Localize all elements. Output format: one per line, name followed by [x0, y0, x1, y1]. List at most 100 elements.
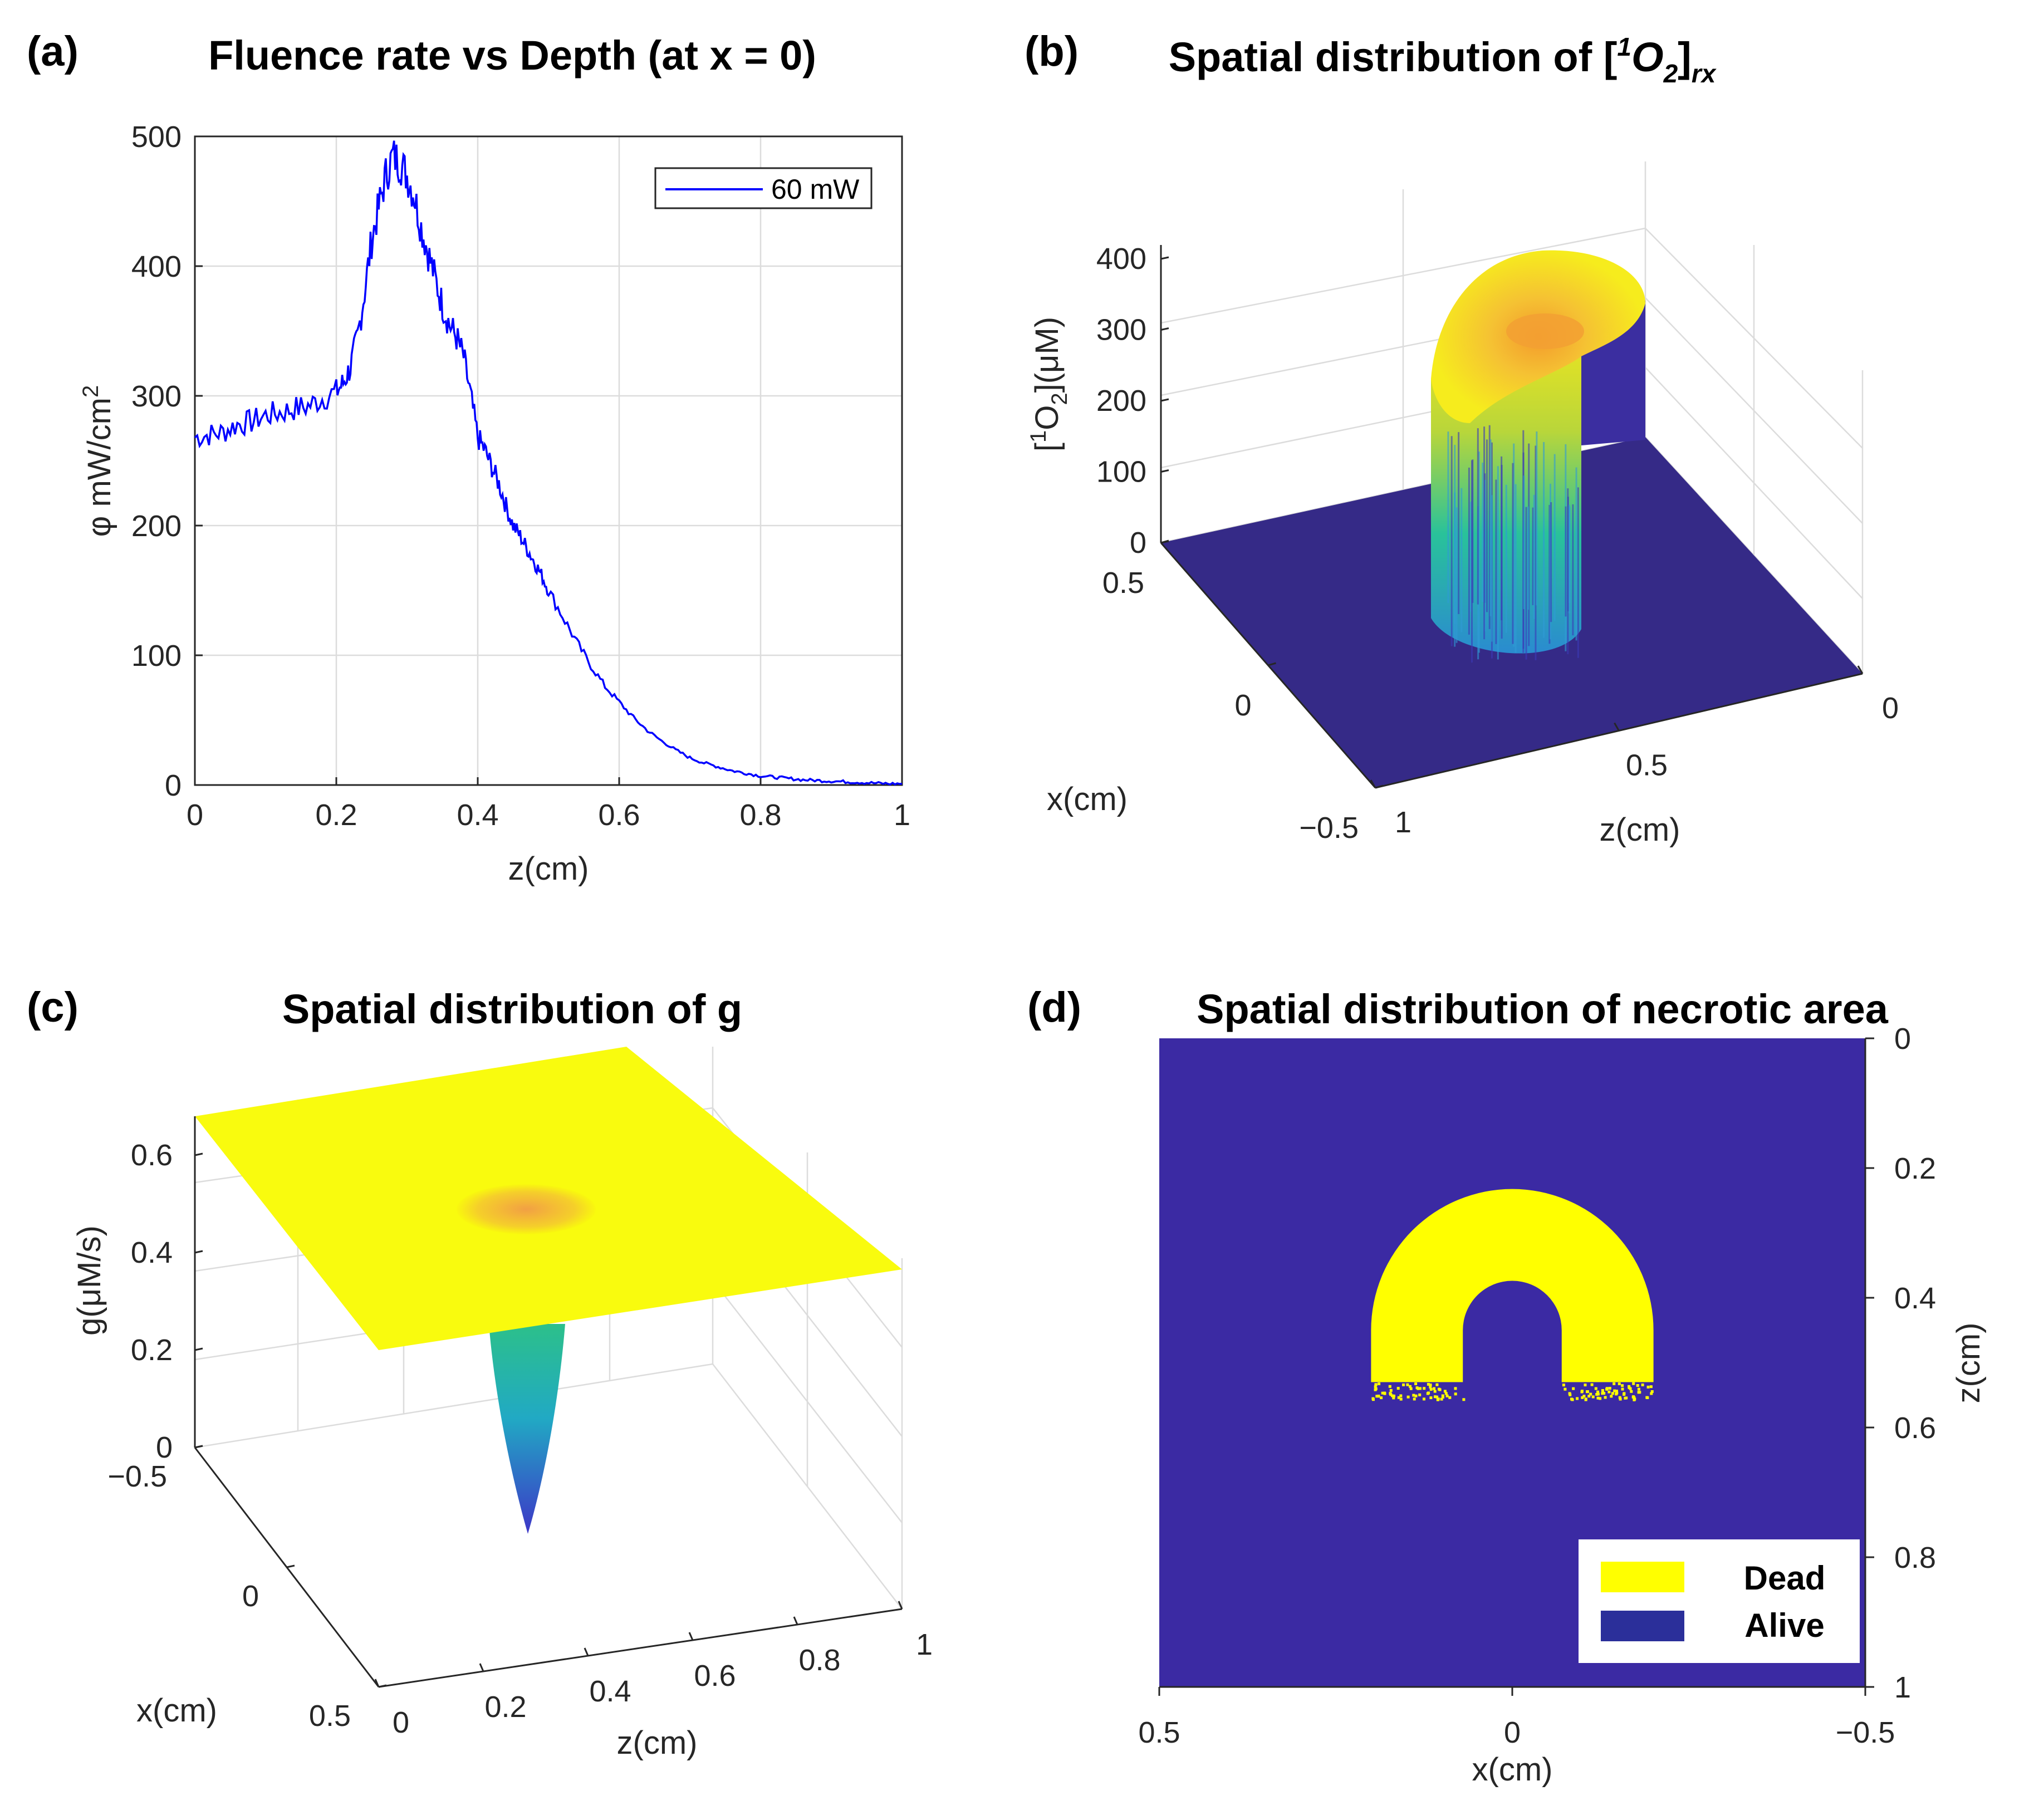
panel-c-y-tick-label-5: 1: [916, 1628, 933, 1661]
panel-d-y-tick-label-4: 0.8: [1894, 1541, 1936, 1574]
panel-b-z-tick-label-2: 200: [1096, 384, 1146, 418]
panel-d-speckle-70: [1621, 1384, 1624, 1387]
panel-d-speckle-18: [1596, 1390, 1600, 1394]
panel-b-label: (b): [1025, 28, 1079, 75]
panel-d-speckle-126: [1414, 1382, 1418, 1385]
panel-b-x-tick-label-0: 0.5: [1102, 566, 1144, 600]
panel-d-speckle-98: [1630, 1390, 1633, 1393]
panel-c-y-tick-mark-4: [793, 1616, 798, 1625]
panel-a-line-chart: (a) Fluence rate vs Depth (at x = 0) 0 0.…: [27, 28, 910, 887]
panel-d-speckle-106: [1372, 1398, 1375, 1401]
panel-c-y-tick-mark-1: [479, 1663, 484, 1672]
panel-d-speckle-96: [1601, 1389, 1604, 1392]
panel-c-y-tick-label-0: 0: [393, 1706, 409, 1739]
panel-a-y-ticks: 0 100 200 300 400 500: [131, 120, 203, 802]
panel-c-z-tick-label-1: 0.2: [131, 1333, 173, 1367]
panel-b-z-tick-mark-4: [1160, 256, 1169, 260]
panel-a-x-axis-label: z(cm): [508, 851, 589, 887]
panel-d-speckle-50: [1435, 1395, 1439, 1399]
panel-c-y-axis: [378, 1608, 903, 1688]
panel-a-x-tick-label-4: 0.8: [739, 798, 781, 832]
panel-b-y-tick-mark-1: [1614, 722, 1620, 732]
panel-a-x-tick-label-2: 0.4: [457, 798, 498, 832]
panel-d-speckle-86: [1629, 1387, 1632, 1390]
panel-d-speckle-135: [1646, 1385, 1650, 1389]
panel-d-speckle-108: [1417, 1387, 1420, 1390]
panel-c-z-tick-mark-2: [194, 1250, 203, 1254]
panel-d-speckle-31: [1412, 1394, 1415, 1397]
panel-c-x-tick-label-2: 0.5: [309, 1699, 351, 1733]
panel-b-z-tick-label-3: 300: [1096, 313, 1146, 347]
panel-d-speckle-55: [1610, 1395, 1613, 1398]
panel-d-y-ticks: 0 0.2 0.4 0.6 0.8 1: [1865, 1022, 1936, 1704]
panel-d-speckle-11: [1641, 1384, 1644, 1386]
panel-c-z-tick-mark-1: [194, 1347, 203, 1351]
panel-d-x-axis-label: x(cm): [1472, 1752, 1553, 1788]
panel-d-speckle-25: [1650, 1390, 1654, 1393]
panel-d-speckle-94: [1613, 1382, 1616, 1385]
panel-d-speckle-77: [1562, 1384, 1565, 1387]
panel-a-title: Fluence rate vs Depth (at x = 0): [208, 32, 816, 79]
panel-d-speckle-2: [1591, 1395, 1595, 1399]
panel-d-legend: Dead Alive: [1579, 1539, 1860, 1663]
panel-c-z-tick-label-2: 0.4: [131, 1236, 173, 1269]
panel-a-series-line-60mw: [194, 140, 903, 786]
panel-d-speckle-82: [1441, 1394, 1444, 1397]
panel-a-y-tick-label-1: 100: [131, 639, 182, 673]
panel-d-speckle-43: [1576, 1397, 1579, 1400]
panel-d-speckle-34: [1396, 1387, 1400, 1390]
panel-b-z-tick-mark-2: [1160, 398, 1169, 402]
panel-d-speckle-66: [1399, 1394, 1403, 1397]
panel-b-y-axis-label: z(cm): [1600, 812, 1680, 848]
panel-d-speckle-76: [1584, 1398, 1587, 1401]
panel-d-speckle-95: [1564, 1387, 1567, 1391]
panel-b-x-tick-label-1: 0: [1234, 689, 1251, 722]
panel-c-z-tick-label-0: 0: [156, 1431, 173, 1464]
panel-d-y-tick-label-3: 0.6: [1894, 1411, 1936, 1445]
panel-d-speckle-1: [1582, 1395, 1586, 1398]
panel-d-speckle-33: [1595, 1393, 1599, 1396]
panel-b-z-axis-label: [1O2](μM): [1026, 317, 1072, 452]
panel-d-speckle-51: [1391, 1394, 1394, 1397]
panel-d-speckle-100: [1637, 1391, 1640, 1394]
panel-c-y-axis-label: z(cm): [617, 1725, 698, 1761]
panel-d-speckle-73: [1413, 1397, 1416, 1401]
panel-d-speckle-40: [1596, 1392, 1600, 1396]
panel-b-x-tick-mark-0: [1160, 539, 1169, 544]
panel-a-x-tick-label-5: 1: [894, 798, 910, 832]
panel-d-speckle-69: [1590, 1383, 1594, 1386]
panel-c-z-tick-label-3: 0.6: [131, 1139, 173, 1172]
panel-d-speckle-89: [1632, 1382, 1635, 1385]
panel-b-y-tick-label-0: 1: [1395, 806, 1411, 839]
panel-d-speckle-120: [1392, 1396, 1395, 1400]
panel-c-z-axis-label: g(μM/s): [71, 1225, 107, 1336]
panel-b-x-axis-label: x(cm): [1047, 781, 1128, 817]
panel-a-x-tick-label-0: 0: [187, 798, 203, 832]
panel-b-x-tick-mark-1: [1268, 662, 1276, 666]
panel-d-speckle-45: [1434, 1395, 1437, 1399]
panel-d-y-tick-label-5: 1: [1894, 1671, 1911, 1704]
panel-d-speckle-32: [1423, 1397, 1425, 1401]
panel-b-z-tick-label-4: 400: [1096, 242, 1146, 276]
panel-b-z-tick-label-0: 0: [1130, 526, 1146, 560]
panel-d-speckle-4: [1418, 1387, 1422, 1390]
panel-c-x-axis-label: x(cm): [136, 1693, 217, 1729]
panel-d-speckle-41: [1438, 1387, 1440, 1391]
panel-d-speckle-81: [1429, 1385, 1432, 1389]
panel-d-legend-label-dead: Dead: [1744, 1559, 1826, 1597]
panel-d-speckle-12: [1429, 1396, 1433, 1400]
panel-d-speckle-104: [1619, 1397, 1622, 1401]
panel-d-speckle-67: [1423, 1387, 1426, 1390]
panel-d-speckle-87: [1623, 1393, 1626, 1396]
panel-d-x-ticks: 0.5 0 −0.5: [1138, 1687, 1895, 1749]
panel-d-speckle-105: [1586, 1390, 1589, 1394]
panel-d-speckle-113: [1397, 1396, 1400, 1399]
panel-a-legend: 60 mW: [654, 167, 873, 209]
panel-c-label: (c): [27, 984, 79, 1031]
panel-d-speckle-71: [1607, 1390, 1611, 1394]
panel-d-legend-box: [1579, 1539, 1860, 1663]
panel-d-y-axis-label: z(cm): [1950, 1323, 1987, 1404]
panel-c-x-ticks: −0.5 0 0.5: [107, 1445, 387, 1733]
panel-d-speckle-119: [1581, 1396, 1584, 1399]
panel-c-y-tick-mark-0: [374, 1679, 380, 1687]
